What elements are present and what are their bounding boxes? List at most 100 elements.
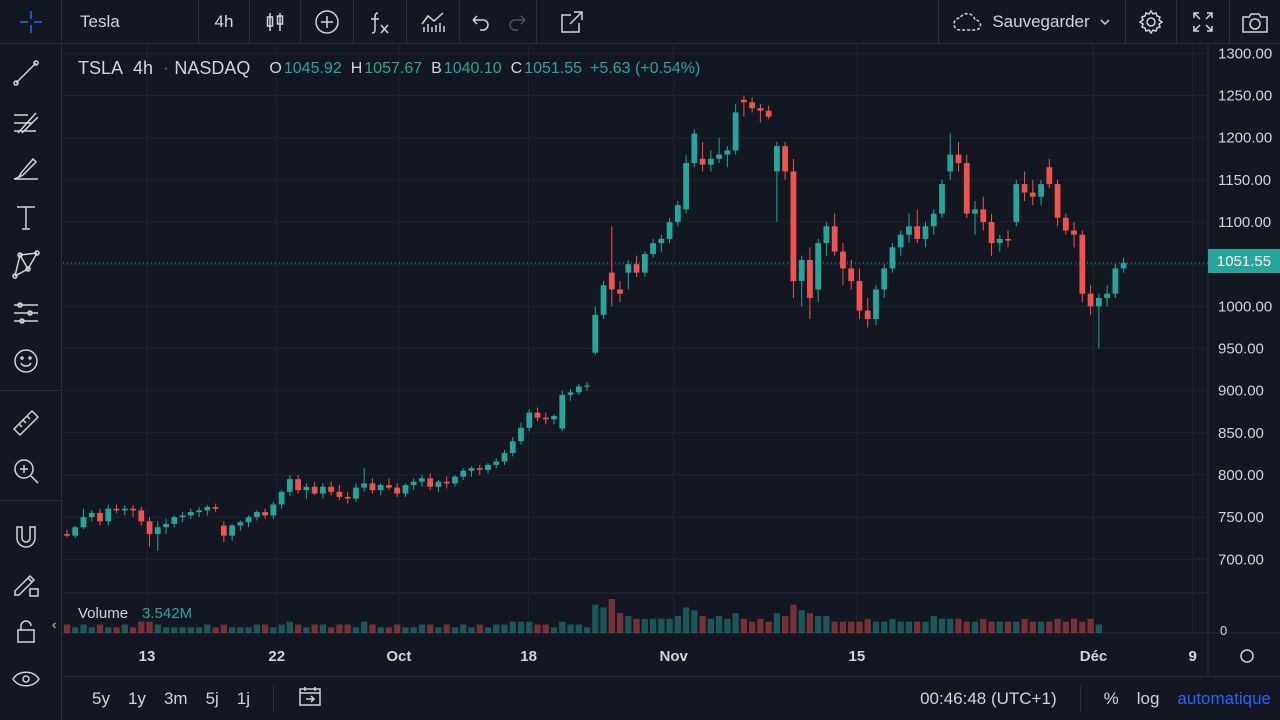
range-3m[interactable]: 3m <box>163 688 188 708</box>
candle-body <box>386 485 392 488</box>
candle-body <box>452 476 458 484</box>
candle-body <box>542 417 549 420</box>
legend-exchange: NASDAQ <box>174 58 251 78</box>
candle-body <box>526 412 533 428</box>
candle-body <box>336 491 343 497</box>
candle-body <box>732 112 739 151</box>
emoji-button[interactable] <box>6 343 46 379</box>
candle-body <box>600 285 607 315</box>
crosshair-button[interactable] <box>0 0 62 44</box>
indicators-button[interactable] <box>354 0 406 44</box>
volume-bar <box>237 627 244 633</box>
volume-bar <box>782 616 789 633</box>
magnet-button[interactable] <box>6 519 46 555</box>
y-tick-label: 800.00 <box>1218 467 1264 484</box>
brush-button[interactable] <box>6 151 46 187</box>
candle-body <box>608 272 615 290</box>
candle-body <box>567 392 574 395</box>
volume-bar <box>410 627 417 633</box>
fullscreen-button[interactable] <box>1177 0 1229 44</box>
candle-body <box>146 521 153 534</box>
chart-type-button[interactable] <box>250 0 300 44</box>
templates-button[interactable] <box>407 0 459 44</box>
volume-bar <box>435 627 442 633</box>
log-toggle[interactable]: log <box>1136 688 1160 708</box>
volume-bar <box>228 627 236 633</box>
bottom-toolbar: 5y 1y 3m 5j 1j 00:46:48 (UTC+1) % log au… <box>63 676 1280 720</box>
volume-bar <box>80 624 87 633</box>
zoom-button[interactable] <box>6 453 46 489</box>
range-5j[interactable]: 5j <box>205 688 219 708</box>
candle-body <box>1079 234 1086 294</box>
legend-open: 1045.92 <box>283 59 342 77</box>
volume-bar <box>460 624 467 633</box>
volume-legend: Volume 3.542M <box>78 605 192 622</box>
goto-date-button[interactable] <box>288 685 332 712</box>
y-tick-label: 1300.00 <box>1218 45 1272 62</box>
save-button[interactable]: Sauvegarder <box>939 0 1125 44</box>
pattern-button[interactable] <box>6 247 46 283</box>
volume-bar <box>757 618 764 633</box>
candle-body <box>683 163 689 210</box>
candle-body <box>64 533 70 536</box>
candle-body <box>97 512 103 522</box>
text-icon <box>17 206 35 230</box>
snapshot-button[interactable] <box>1230 0 1280 44</box>
volume-bar <box>666 618 673 633</box>
settings-button[interactable] <box>1126 0 1176 44</box>
fib-button[interactable] <box>6 103 46 139</box>
range-1y[interactable]: 1y <box>127 688 146 708</box>
compare-button[interactable] <box>301 0 353 44</box>
text-tool-button[interactable] <box>6 199 46 235</box>
volume-bar <box>427 624 434 633</box>
range-1j[interactable]: 1j <box>236 688 251 708</box>
volume-bar <box>897 621 904 633</box>
volume-bar <box>261 624 269 633</box>
calendar-goto-icon <box>299 687 321 706</box>
volume-bar <box>534 624 541 633</box>
percent-toggle[interactable]: % <box>1103 688 1119 708</box>
publish-button[interactable] <box>537 0 607 44</box>
axis-settings-icon <box>1240 649 1254 663</box>
volume-bar <box>996 621 1003 633</box>
hide-drawings-button[interactable] <box>6 661 46 697</box>
candle-body <box>130 508 136 511</box>
symbol-search-button[interactable]: Tesla <box>62 0 198 44</box>
candle-body <box>1062 217 1069 231</box>
legend-symbol: TSLA <box>78 58 124 78</box>
price-chart[interactable]: 1300.001250.001200.001150.001100.001050.… <box>63 45 1280 675</box>
redo-button[interactable] <box>500 0 536 44</box>
candle-body <box>666 222 673 239</box>
legend-high-key: H <box>350 59 363 77</box>
measure-button[interactable] <box>6 405 46 441</box>
candle-body <box>443 481 450 484</box>
candle-body <box>1104 293 1110 298</box>
timezone-button[interactable]: 00:46:48 (UTC+1) <box>920 688 1057 708</box>
add-circle-icon <box>315 9 339 34</box>
candle-body <box>1112 268 1119 294</box>
cloud-icon <box>953 12 982 31</box>
trend-line-button[interactable] <box>6 55 46 91</box>
candle-body <box>724 150 731 155</box>
auto-scale-toggle[interactable]: automatique <box>1177 688 1271 708</box>
range-5y[interactable]: 5y <box>92 688 110 708</box>
candle-body <box>485 464 491 470</box>
candle-body <box>509 441 516 454</box>
collapse-panel-button[interactable]: ‹ <box>52 617 57 632</box>
interval-button[interactable]: 4h <box>199 0 249 44</box>
candle-body <box>922 226 929 239</box>
candle-body <box>245 517 252 523</box>
candle-body <box>592 314 599 353</box>
prediction-button[interactable] <box>6 295 46 331</box>
undo-button[interactable] <box>460 0 500 44</box>
candle-body <box>782 146 789 172</box>
lock-button[interactable] <box>6 613 46 649</box>
candle-body <box>179 515 186 518</box>
volume-bar <box>682 607 690 633</box>
stay-drawing-button[interactable] <box>6 565 46 601</box>
volume-bar <box>63 624 71 633</box>
candle-body <box>419 478 425 482</box>
x-tick-label: Nov <box>659 648 688 665</box>
zoom-in-icon <box>14 459 39 484</box>
